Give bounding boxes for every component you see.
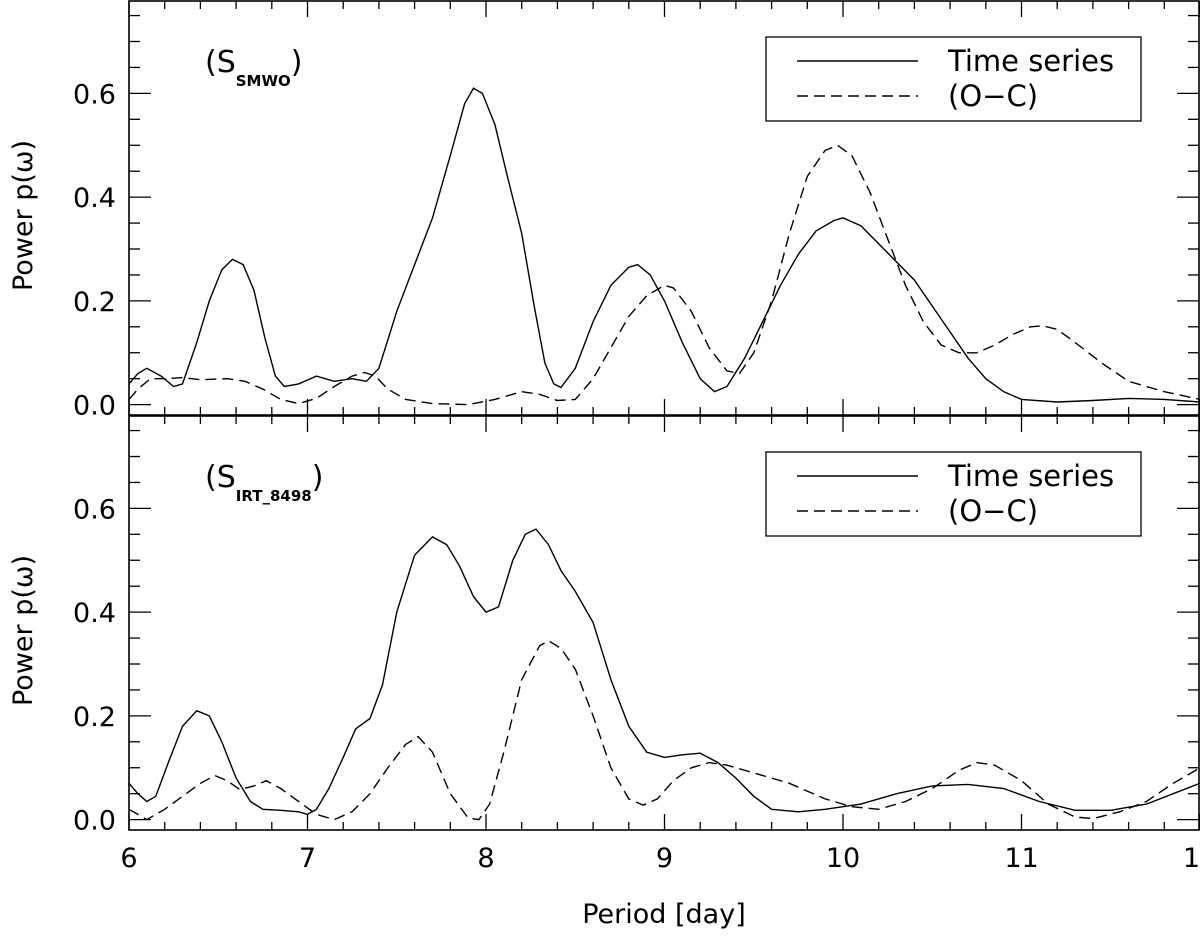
y-tick-label: 0.6 (73, 494, 116, 525)
x-tick-label: 12 (1183, 843, 1200, 874)
legend-label: (O−C) (948, 494, 1038, 528)
legend: Time series(O−C) (765, 451, 1142, 537)
legend-box (765, 36, 1142, 122)
panel-label-main: (S (205, 460, 236, 495)
panel-1: 0.0 0.2 0.4 0.6 Power p(ω) (SSMWO) Time series… (8, 0, 1200, 422)
x-tick-label: 6 (120, 843, 137, 874)
x-tick-label: 8 (477, 843, 494, 874)
panel-label-subscript: SMWO (236, 72, 291, 90)
y-tick-label: 0.4 (73, 598, 116, 629)
y-tick-label: 0.0 (73, 391, 116, 422)
legend-box (765, 451, 1142, 537)
x-tick-label: 10 (826, 843, 860, 874)
x-axis-title: Period [day] (582, 899, 746, 930)
y-tick-label: 0.6 (73, 79, 116, 110)
legend-label: Time series (947, 459, 1114, 493)
y-tick-label: 0.4 (73, 183, 116, 214)
x-tick-label: 7 (299, 843, 316, 874)
panel-label-close: ) (312, 460, 324, 495)
legend-label: (O−C) (948, 79, 1038, 113)
panel-label-main: (S (205, 45, 236, 80)
x-tick-label: 11 (1004, 843, 1038, 874)
series-line-time-series (128, 87, 1200, 403)
panel-label-subscript: IRT_8498 (236, 487, 312, 505)
y-axis-title: Power p(ω) (8, 555, 39, 706)
y-tick-label: 0.0 (73, 806, 116, 837)
legend-label: Time series (947, 44, 1114, 78)
panel-label: (SSMWO) (205, 45, 303, 90)
x-tick-label: 9 (656, 843, 673, 874)
panel-label-close: ) (291, 45, 303, 80)
panel-label: (SIRT_8498) (205, 460, 323, 505)
y-axis-title: Power p(ω) (8, 140, 39, 291)
y-tick-label: 0.2 (73, 702, 116, 733)
y-tick-label: 0.2 (73, 287, 116, 318)
legend: Time series(O−C) (765, 36, 1142, 122)
series-line-o-c (128, 144, 1200, 406)
series-line-o-c (128, 639, 1200, 821)
panel-2: 0.0 0.2 0.4 0.6 6 7 8 9 10 11 12 Power p(ω) (SIRT_84… (8, 415, 1200, 874)
series-line-time-series (128, 528, 1200, 816)
